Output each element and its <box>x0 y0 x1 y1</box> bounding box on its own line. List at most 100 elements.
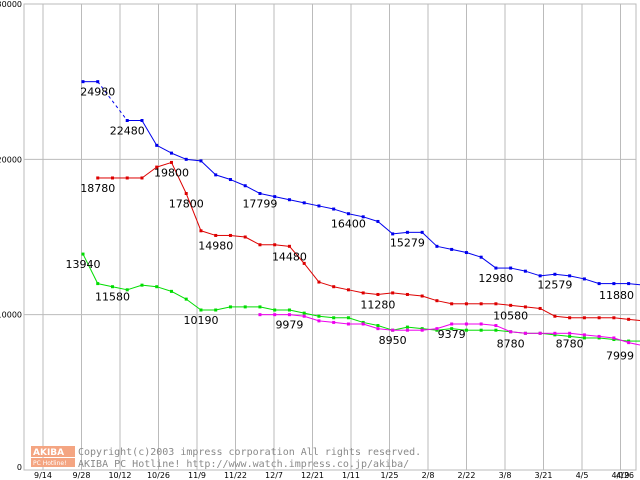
y-tick-label: 20000 <box>0 155 22 164</box>
series-magenta-segment <box>436 323 452 330</box>
series-blue-point <box>184 157 188 161</box>
series-blue-segment <box>348 213 364 218</box>
series-blue-segment <box>525 270 541 277</box>
data-label: 13940 <box>65 258 100 271</box>
series-blue-segment <box>554 273 570 277</box>
x-tick-label: 3/21 <box>535 471 553 480</box>
series-red-segment <box>244 236 261 246</box>
x-tick-label: 1/25 <box>381 471 399 480</box>
series-blue-point <box>568 274 572 278</box>
series-blue-point <box>155 143 159 147</box>
series-green-segment <box>451 328 467 331</box>
watermark: AKIBA PC Hotline! Copyright(c)2003 impre… <box>31 446 421 470</box>
series-red-point <box>302 261 306 265</box>
series-blue-segment <box>244 185 261 194</box>
series-green-point <box>361 320 365 324</box>
x-tick-label: 4/26 <box>616 471 634 480</box>
series-green-point <box>376 324 380 328</box>
series-blue-segment <box>584 278 600 285</box>
series-red-point <box>494 302 498 306</box>
series-blue-point <box>302 201 306 205</box>
series-green-point <box>302 311 306 315</box>
series-blue-segment <box>274 196 290 201</box>
series-green-segment <box>436 328 452 331</box>
series-green-point <box>214 308 218 312</box>
series-magenta-segment <box>510 331 526 334</box>
series-blue-segment <box>466 252 482 258</box>
series-blue-segment <box>141 120 158 146</box>
data-label: 24980 <box>80 86 115 99</box>
series-red-segment <box>539 308 556 317</box>
series-green-point <box>435 328 439 332</box>
series-green-point <box>582 336 586 340</box>
series-red-segment <box>510 304 526 308</box>
series-blue-point <box>140 119 144 122</box>
grid <box>23 3 637 471</box>
series-green-point <box>405 325 409 329</box>
series-blue-point <box>479 255 483 259</box>
series-green-point <box>597 336 601 340</box>
series-blue-segment <box>171 152 187 160</box>
series-red-segment <box>318 281 334 288</box>
series-red-point <box>214 233 218 237</box>
x-tick-label: 2/22 <box>458 471 476 480</box>
series-blue-point <box>450 247 454 251</box>
series-blue-point <box>538 274 542 278</box>
y-tick-label: 30000 <box>0 0 22 9</box>
series-blue-segment <box>304 202 320 207</box>
x-axis-ticks: 9/14 9/28 10/12 10/26 11/9 11/22 12/7 12/21 1/11… <box>34 471 634 480</box>
series-blue-point <box>376 219 380 223</box>
series-green-segment <box>377 325 393 331</box>
series-magenta-segment <box>628 342 640 346</box>
series-magenta <box>258 313 640 346</box>
y-tick-label: 10000 <box>0 311 22 320</box>
series-blue-point <box>96 80 100 84</box>
series-blue-point <box>346 212 350 216</box>
series-green-point <box>464 328 468 332</box>
series-magenta-segment <box>289 314 305 317</box>
series-blue-segment <box>421 231 438 247</box>
series-blue-segment <box>363 216 379 222</box>
series-blue-segment <box>156 144 172 154</box>
series-green-point <box>258 305 262 309</box>
series-magenta-point <box>435 327 439 331</box>
data-label: 17799 <box>242 198 277 211</box>
series-green-segment <box>318 315 334 319</box>
series-red-point <box>582 316 586 320</box>
series-green-segment <box>599 337 614 341</box>
series-red-point <box>391 291 395 295</box>
series-red-point <box>287 244 291 248</box>
series-magenta-point <box>273 313 277 317</box>
data-label: 16400 <box>331 218 366 231</box>
series-red-segment <box>230 234 246 238</box>
series-red-point <box>612 316 616 320</box>
series-red-segment <box>436 300 452 305</box>
series-magenta-point <box>568 331 572 335</box>
series-green-segment <box>171 290 187 300</box>
series-red-point <box>597 316 601 320</box>
series-red-point <box>169 160 173 164</box>
data-label: 8950 <box>379 334 407 347</box>
series-blue-segment <box>628 283 640 286</box>
series-red-segment <box>171 162 187 194</box>
logo-bottom-text: PC Hotline! <box>33 460 66 467</box>
data-label: 8780 <box>497 337 525 350</box>
series-green-point <box>155 285 159 289</box>
series-blue-point <box>627 282 631 286</box>
series-green-point <box>553 333 557 337</box>
series-red-point <box>273 243 277 247</box>
series-magenta-point <box>405 328 409 332</box>
data-label: 8780 <box>556 337 584 350</box>
data-label: 15279 <box>390 236 425 249</box>
x-tick-label: 11/22 <box>224 471 247 480</box>
series-red-segment <box>554 315 570 319</box>
series-green-point <box>450 327 454 331</box>
series-red-point <box>523 305 527 309</box>
series-red-segment <box>392 292 408 295</box>
series-green <box>81 252 640 343</box>
series-magenta-segment <box>377 328 393 331</box>
series-blue-segment <box>333 208 349 215</box>
series-blue-segment <box>215 174 231 181</box>
series-green-point <box>81 252 85 256</box>
